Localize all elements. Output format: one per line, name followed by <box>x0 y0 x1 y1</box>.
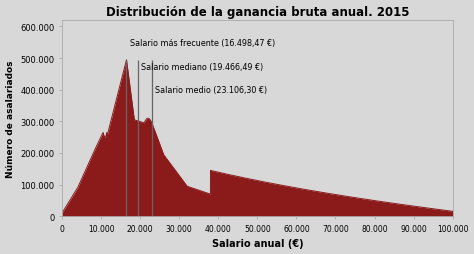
Text: Salario medio (23.106,30 €): Salario medio (23.106,30 €) <box>155 86 267 95</box>
X-axis label: Salario anual (€): Salario anual (€) <box>211 239 303 248</box>
Title: Distribución de la ganancia bruta anual. 2015: Distribución de la ganancia bruta anual.… <box>106 6 409 19</box>
Text: Salario mediano (19.466,49 €): Salario mediano (19.466,49 €) <box>141 63 264 72</box>
Text: Salario más frecuente (16.498,47 €): Salario más frecuente (16.498,47 €) <box>129 39 275 48</box>
Y-axis label: Número de asalariados: Número de asalariados <box>6 60 15 177</box>
